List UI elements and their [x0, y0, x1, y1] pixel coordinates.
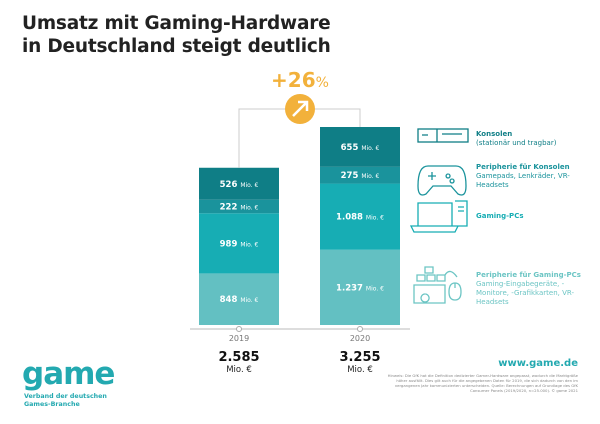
value-label: 526 Mio. €	[220, 180, 259, 190]
pc-icon	[409, 200, 468, 233]
value-label: 222 Mio. €	[220, 203, 259, 213]
title-line-2: in Deutschland steigt deutlich	[22, 36, 331, 57]
legend-konsolen: Konsolen (stationär und tragbar)	[476, 130, 557, 147]
logo-subtitle: Verband der deutschen Games-Branche	[24, 393, 107, 408]
source-note: Hinweis: Die GfK hat die Definition dedi…	[387, 373, 578, 393]
title-line-1: Umsatz mit Gaming-Hardware	[22, 13, 331, 34]
value-label: 655 Mio. €	[341, 143, 380, 153]
growth-bracket	[238, 108, 361, 168]
console-icon	[417, 128, 469, 143]
legend-peripherie-konsolen: Peripherie für Konsolen Gamepads, Lenkräd…	[476, 163, 570, 189]
game-logo: game	[22, 356, 115, 392]
legend-peripherie-pcs: Peripherie für Gaming-PCs Gaming-Eingabeg…	[476, 271, 581, 306]
total-2019: 2.585 Mio. €	[218, 350, 260, 375]
value-label: 848 Mio. €	[220, 295, 259, 305]
x-tick-label: 2019	[229, 334, 249, 343]
bar-segment-2020-2	[320, 166, 400, 184]
axis-marker	[357, 326, 363, 332]
bar-segment-2020-1	[320, 183, 400, 250]
total-2020: 3.255 Mio. €	[339, 350, 381, 375]
growth-label: +26%	[271, 68, 329, 92]
bar-segment-2019-0	[199, 273, 279, 325]
legend-gaming-pcs: Gaming-PCs	[476, 212, 524, 220]
website-link[interactable]: www.game.de	[498, 358, 578, 369]
value-label: 1.237 Mio. €	[336, 283, 384, 293]
value-label: 1.088 Mio. €	[336, 213, 384, 223]
bar-segment-2019-2	[199, 199, 279, 214]
bar-segment-2019-3	[199, 167, 279, 200]
value-label: 989 Mio. €	[220, 239, 259, 249]
bar-segment-2019-1	[199, 213, 279, 274]
bar-segment-2020-3	[320, 127, 400, 167]
value-label: 275 Mio. €	[341, 171, 380, 181]
arrow-glyph	[292, 100, 309, 117]
chart-title: Umsatz mit Gaming-Hardware in Deutschlan…	[22, 12, 331, 58]
x-tick-label: 2020	[350, 334, 370, 343]
axis-marker	[236, 326, 242, 332]
bar-segment-2020-0	[320, 249, 400, 325]
gamepad-icon	[417, 165, 467, 196]
pc-peripherals-icon	[413, 266, 462, 304]
